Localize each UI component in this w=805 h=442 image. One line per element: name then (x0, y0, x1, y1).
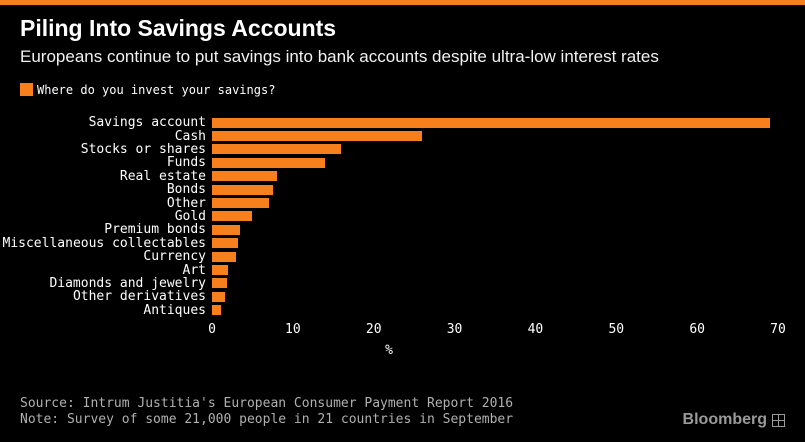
x-axis-label: % (385, 342, 393, 358)
legend-label: Where do you invest your savings? (37, 82, 276, 97)
category-label: Real estate (119, 168, 206, 184)
bar-track (212, 184, 778, 195)
bar (212, 211, 253, 222)
bar-track (212, 131, 778, 142)
x-tick-label: 40 (527, 321, 544, 337)
bar-row: Art (0, 262, 778, 278)
bar-track (212, 305, 778, 316)
note-text: Note: Survey of some 21,000 people in 21… (20, 412, 514, 427)
top-accent-bar (0, 0, 805, 5)
chart-footer: Source: Intrum Justitia's European Consu… (20, 396, 785, 428)
source-text: Source: Intrum Justitia's European Consu… (20, 396, 514, 411)
legend: Where do you invest your savings? (20, 82, 805, 97)
category-label: Other (166, 195, 206, 211)
bar (212, 171, 277, 182)
bar-chart: Savings account Cash Stocks or shares Funds… (0, 115, 805, 358)
bar-row: Currency (0, 249, 778, 265)
chart-header: Piling Into Savings Accounts Europeans c… (0, 5, 805, 67)
category-label: Antiques (143, 302, 206, 318)
bar-row: Premium bonds (0, 222, 778, 238)
category-label: Miscellaneous collectables (2, 235, 207, 251)
bar-track (212, 291, 778, 302)
bar-row: Antiques (0, 302, 778, 318)
bar (212, 278, 228, 289)
bar-row: Cash (0, 128, 778, 144)
bar (212, 157, 326, 168)
category-label: Stocks or shares (80, 141, 206, 157)
bar-rows: Savings account Cash Stocks or shares Funds… (0, 115, 778, 318)
bloomberg-logo: Bloomberg (683, 412, 785, 428)
bar-row: Bonds (0, 182, 778, 198)
x-tick-label: 20 (365, 321, 382, 337)
category-label: Cash (174, 128, 206, 144)
x-axis: 0 10 20 30 40 50 60 70 (208, 321, 786, 338)
bar (212, 224, 241, 235)
x-tick-label: 70 (770, 321, 786, 337)
x-tick-label: 0 (208, 321, 216, 337)
category-label: Diamonds and jewelry (49, 275, 206, 291)
bar (212, 184, 273, 195)
bar-track (212, 224, 778, 235)
bloomberg-grid-icon (772, 413, 785, 427)
x-tick-label: 60 (689, 321, 705, 337)
category-label: Savings account (88, 115, 206, 131)
category-label: Bonds (166, 182, 206, 198)
bar (212, 251, 237, 262)
chart-subtitle: Europeans continue to put savings into b… (20, 47, 659, 66)
bar-track (212, 264, 778, 275)
bar (212, 291, 225, 302)
bar-row: Gold (0, 208, 778, 224)
bar-track (212, 278, 778, 289)
category-label: Premium bonds (104, 222, 206, 238)
x-tick-label: 50 (608, 321, 625, 337)
bloomberg-logo-text: Bloomberg (682, 411, 767, 428)
page-title: Piling Into Savings Accounts (20, 15, 337, 41)
bar-row: Miscellaneous collectables (0, 235, 778, 251)
x-tick-label: 30 (446, 321, 463, 337)
bar (212, 144, 342, 155)
bar (212, 264, 229, 275)
bar-row: Stocks or shares (0, 141, 778, 157)
bar-track (212, 117, 778, 128)
category-label: Other derivatives (72, 289, 206, 305)
bar (212, 238, 238, 249)
category-label: Currency (143, 249, 206, 265)
bar-row: Diamonds and jewelry (0, 275, 778, 291)
bar-track (212, 211, 778, 222)
bar-track (212, 157, 778, 168)
bar-row: Other (0, 195, 778, 211)
bar-row: Other derivatives (0, 289, 778, 305)
bar-track (212, 251, 778, 262)
bar-track (212, 198, 778, 209)
bar-track (212, 144, 778, 155)
x-tick-label: 10 (285, 321, 301, 337)
bar-track (212, 171, 778, 182)
bar (212, 117, 770, 128)
bar-row: Real estate (0, 168, 778, 184)
bar (212, 305, 221, 316)
bar-row: Funds (0, 155, 778, 171)
bar (212, 198, 269, 209)
legend-swatch-icon (20, 83, 33, 96)
bar-row: Savings account (0, 115, 778, 131)
bar-track (212, 238, 778, 249)
bar (212, 131, 423, 142)
category-label: Art (182, 262, 206, 278)
category-label: Funds (166, 155, 206, 171)
category-label: Gold (174, 208, 206, 224)
